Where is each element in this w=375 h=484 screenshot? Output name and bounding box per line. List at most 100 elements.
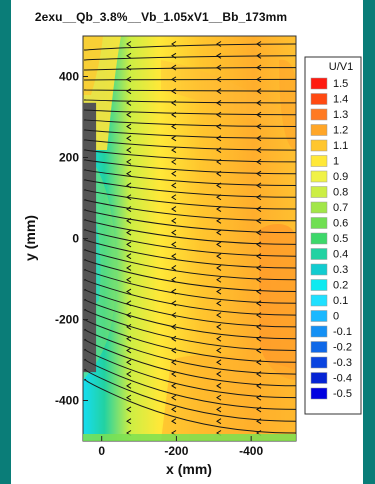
flow-arrow <box>216 158 222 165</box>
flow-arrow <box>171 276 177 283</box>
streamline <box>83 348 297 399</box>
axis-ticks: 0 -200 -400 400 200 0 -200 -400 <box>55 70 264 459</box>
flow-arrow <box>216 394 222 401</box>
flow-arrow <box>171 394 177 401</box>
colorbar-swatch <box>310 217 328 229</box>
streamline <box>83 109 297 116</box>
flow-arrow <box>216 147 222 154</box>
flow-arrow <box>256 335 262 342</box>
flow-arrow <box>126 229 132 236</box>
streamline <box>83 159 297 175</box>
flow-arrow <box>216 382 222 389</box>
streamline <box>83 179 297 198</box>
streamline <box>83 129 297 139</box>
flow-arrow <box>171 64 177 71</box>
flow-arrow <box>256 64 262 71</box>
streamline <box>83 78 297 81</box>
colorbar-swatch <box>310 294 328 307</box>
flow-arrow <box>216 41 222 47</box>
flow-arrow <box>256 170 262 177</box>
flow-arrow <box>126 253 132 260</box>
streamline <box>83 43 297 51</box>
flow-arrow <box>256 265 262 271</box>
streamline <box>83 338 297 387</box>
flow-arrow <box>216 229 222 236</box>
streamline <box>83 289 297 328</box>
flow-arrow <box>126 217 132 224</box>
flow-arrow <box>256 88 262 95</box>
flow-arrow <box>256 418 262 425</box>
flow-arrow <box>126 382 132 389</box>
flow-arrow <box>126 194 132 201</box>
flow-arrow <box>216 371 222 377</box>
flow-arrow <box>126 123 132 130</box>
colorbar-label: 0.6 <box>333 218 348 230</box>
x-axis-label: x (mm) <box>166 461 212 477</box>
colorbar-swatch <box>310 310 328 322</box>
flow-arrow <box>256 312 262 319</box>
flow-arrow <box>216 170 222 177</box>
colorbar-swatch <box>310 263 328 276</box>
flow-arrow <box>171 100 177 106</box>
flow-arrow <box>126 158 132 165</box>
colorbar-label: -0.3 <box>333 357 352 369</box>
flow-arrow <box>126 52 132 59</box>
colorbar-swatch <box>310 341 328 353</box>
streamline <box>83 239 297 269</box>
flow-arrow <box>171 347 177 354</box>
flow-arrow <box>126 64 132 71</box>
streamline <box>83 67 297 71</box>
x-tick-label: -200 <box>164 444 188 458</box>
streamline <box>83 259 297 292</box>
flow-arrow <box>256 52 262 59</box>
flow-arrow <box>256 123 262 130</box>
flow-arrow <box>126 170 132 177</box>
flow-arrow <box>216 182 222 189</box>
flow-arrow <box>126 41 132 47</box>
flow-arrow <box>216 335 222 342</box>
colorbar-label: 1.3 <box>333 109 348 121</box>
flow-arrow <box>171 323 177 330</box>
flow-arrow <box>216 406 222 413</box>
flow-arrow <box>256 182 262 189</box>
streamline <box>83 229 297 257</box>
flow-arrow <box>256 253 262 260</box>
flow-arrow <box>256 406 262 413</box>
flow-arrow <box>216 300 222 307</box>
flow-arrow <box>171 253 177 260</box>
flow-arrow <box>216 76 222 83</box>
flow-arrow <box>126 206 132 212</box>
flow-arrow <box>171 147 177 154</box>
flow-arrow <box>256 276 262 283</box>
flow-arrow <box>256 229 262 236</box>
colorbar-swatch <box>310 325 328 338</box>
flow-arrow <box>171 288 177 295</box>
streamline <box>83 249 297 281</box>
flow-arrow <box>171 229 177 236</box>
streamline <box>83 368 297 422</box>
flow-arrow <box>171 265 177 271</box>
streamline <box>83 189 297 210</box>
colorbar-entries: 1.5 1.4 1.3 1.2 1.1 1 0.9 0.8 0.7 0.6 0.5 0.4 0.3 0.2… <box>310 77 352 400</box>
flow-arrow <box>171 371 177 377</box>
flow-arrow <box>256 76 262 83</box>
flow-arrow <box>216 312 222 319</box>
y-tick-label: 400 <box>59 70 79 84</box>
flow-arrow <box>126 347 132 354</box>
colorbar-label: 1.5 <box>333 78 348 90</box>
flow-arrow <box>216 111 222 118</box>
streamline <box>83 139 297 151</box>
flow-arrow <box>256 300 262 307</box>
streamline <box>83 358 297 410</box>
flow-arrow <box>256 371 262 377</box>
flow-arrow <box>126 88 132 95</box>
flow-arrow <box>171 217 177 224</box>
x-tick-label: -400 <box>239 444 263 458</box>
colorbar-label: -0.4 <box>333 373 352 385</box>
flow-arrow <box>126 111 132 118</box>
colorbar-label: 1.2 <box>333 125 348 137</box>
colorbar-label: 0.1 <box>333 295 348 307</box>
colorbar-label: 1.4 <box>333 94 348 106</box>
colorbar-label: 0 <box>333 311 339 323</box>
colorbar-swatch <box>310 155 328 167</box>
